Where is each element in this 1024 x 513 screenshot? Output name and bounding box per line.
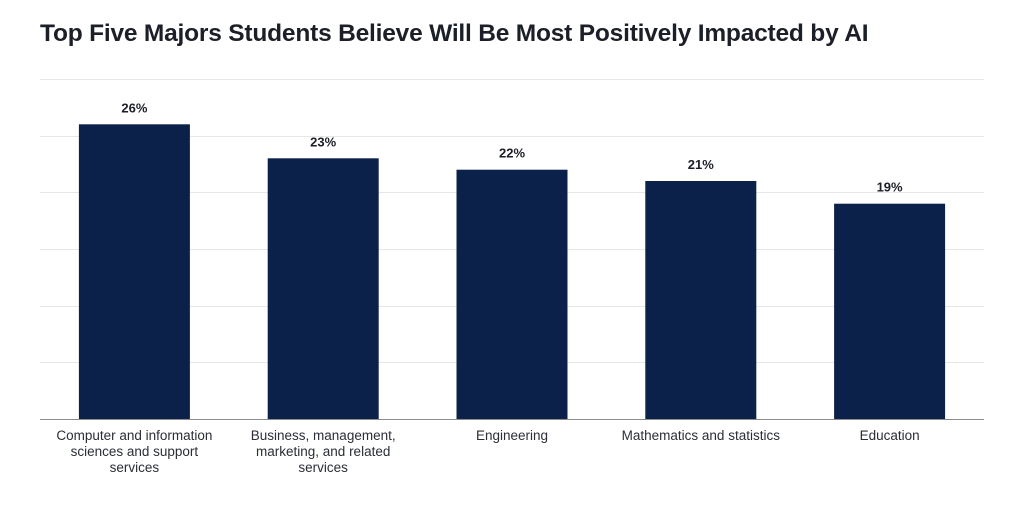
bar [267,158,379,420]
bars [78,124,946,420]
bar [834,203,946,419]
bar [456,169,568,419]
bar-value-label: 19% [877,180,903,195]
bar-value-label: 23% [310,134,336,149]
category-label: Education [859,428,920,443]
chart-title: Top Five Majors Students Believe Will Be… [40,20,869,47]
category-label: Engineering [475,428,549,443]
category-label: Mathematics and statistics [621,428,780,443]
bar-value-label: 26% [121,100,147,115]
bar [78,124,190,420]
bar-value-label: 21% [688,157,714,172]
category-label: Business, management, marketing, and rel… [250,428,396,475]
category-label: Computer and information sciences and su… [56,428,213,475]
bar [645,181,757,419]
bar-value-label: 22% [499,146,525,161]
value-labels: 26% 23% 22% 21% 19% [121,100,903,194]
